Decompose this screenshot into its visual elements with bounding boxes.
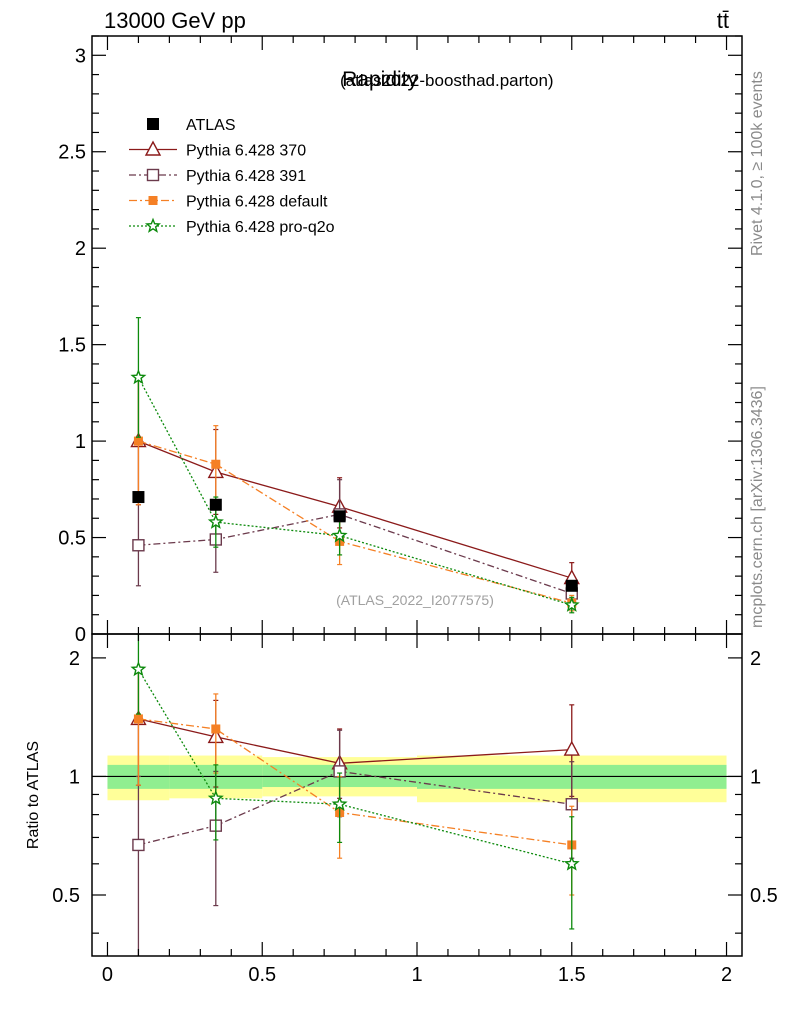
marker-square <box>132 491 145 504</box>
ratio-series-2-point <box>132 838 145 852</box>
ratio-y-label: Ratio to ATLAS <box>25 741 42 849</box>
main-series-2-line <box>138 513 572 595</box>
legend-entry: Pythia 6.428 pro-q2o <box>129 217 335 236</box>
main-series-1-line <box>138 440 572 579</box>
main-series-2-point <box>132 539 145 552</box>
plot-title: Rapidity <box>342 68 418 91</box>
marker-open-square <box>132 838 145 852</box>
legend-entry: ATLAS <box>147 117 236 134</box>
ratio-x-tick-label: 1 <box>411 964 422 986</box>
marker-star <box>144 217 162 233</box>
marker-star <box>563 855 580 871</box>
ratio-y-tick-label: 0.5 <box>52 885 80 907</box>
ratio-y-tick-label: 2 <box>69 648 80 670</box>
legend-marker <box>148 196 158 205</box>
ratio-x-tick-label: 0.5 <box>248 964 276 986</box>
marker-square <box>133 714 143 724</box>
main-y-tick-label: 1.5 <box>58 335 86 357</box>
marker-star <box>331 527 348 543</box>
legend-entry: Pythia 6.428 391 <box>129 168 306 185</box>
mcplots-label: mcplots.cern.ch [arXiv:1306.3436] <box>749 386 766 628</box>
legend-marker <box>144 140 162 156</box>
marker-open-square <box>146 168 160 182</box>
marker-square <box>133 436 143 446</box>
legend-marker <box>146 168 160 182</box>
ratio-series-3-line <box>138 718 572 846</box>
main-series-atlas-point <box>333 510 346 523</box>
main-series-4-point <box>207 513 224 529</box>
marker-star <box>130 369 147 385</box>
main-y-tick-label: 2.5 <box>58 142 86 164</box>
marker-square <box>148 196 158 205</box>
process-label: tt̄ <box>717 8 729 33</box>
analysis-watermark: (ATLAS_2022_I2077575) <box>336 592 494 608</box>
legend-marker <box>147 118 159 130</box>
main-y-tick-label: 0.5 <box>58 528 86 550</box>
ratio-series-4-point <box>207 789 224 806</box>
marker-star <box>130 660 147 677</box>
rivet-label: Rivet 4.1.0, ≥ 100k events <box>749 71 766 256</box>
marker-square <box>211 459 221 469</box>
ratio-x-tick-label: 0 <box>102 964 113 986</box>
energy-label: 13000 GeV pp <box>104 8 246 33</box>
main-series-3-point <box>133 436 143 446</box>
legend-entry: Pythia 6.428 370 <box>129 140 306 160</box>
main-series-4-point <box>563 596 580 612</box>
main-y-tick-label: 1 <box>75 431 86 453</box>
ratio-x-tick-label: 1.5 <box>558 964 586 986</box>
marker-triangle <box>144 140 162 156</box>
marker-square <box>209 498 222 511</box>
ratio-y-tick-label: 1 <box>69 766 80 788</box>
ratio-series-layer <box>130 634 580 956</box>
ratio-series-3-point <box>133 714 143 724</box>
marker-star <box>331 795 348 812</box>
ratio-x-tick-label: 2 <box>721 964 732 986</box>
main-y-tick-label: 3 <box>75 45 86 67</box>
legend-label: Pythia 6.428 391 <box>186 168 306 185</box>
main-series-atlas-point <box>132 491 145 504</box>
ratio-series-3-point <box>211 724 221 734</box>
ratio-y-tick-label-right: 1 <box>750 766 761 788</box>
marker-square <box>147 118 159 130</box>
plot-subtitle: (atlas2022-boosthad.parton) <box>340 71 554 90</box>
main-series-atlas-point <box>565 579 578 592</box>
main-series-4-line <box>137 377 572 606</box>
ratio-series-4-point <box>563 855 580 871</box>
main-series-3-line <box>138 440 572 604</box>
marker-open-square <box>132 539 145 552</box>
ratio-series-1-point <box>563 740 580 756</box>
legend-label: ATLAS <box>186 117 236 134</box>
main-series-3-point <box>211 459 221 469</box>
main-series-4-point <box>331 527 348 543</box>
legend-label: Pythia 6.428 pro-q2o <box>186 219 335 236</box>
legend-marker <box>144 217 162 233</box>
main-y-tick-label: 2 <box>75 238 86 260</box>
ratio-series-4-point <box>130 660 147 677</box>
ratio-plot-area <box>92 755 742 803</box>
ratio-series-4-line <box>137 669 572 865</box>
ratio-series-4-point <box>331 795 348 812</box>
ratio-series-2-line <box>138 770 572 846</box>
legend-label: Pythia 6.428 default <box>186 194 328 211</box>
main-y-tick-label: 0 <box>75 624 86 646</box>
marker-star <box>563 596 580 612</box>
marker-star <box>207 513 224 529</box>
ratio-series-1-line <box>138 718 572 764</box>
marker-square <box>333 510 346 523</box>
legend-label: Pythia 6.428 370 <box>186 143 306 160</box>
main-series-atlas-point <box>209 498 222 511</box>
legend-entry: Pythia 6.428 default <box>129 194 328 211</box>
legend: ATLAS Pythia 6.428 370 Pythia 6.428 391 Pyt… <box>129 117 335 236</box>
ratio-y-tick-label-right: 2 <box>750 648 761 670</box>
marker-triangle <box>563 740 580 756</box>
ratio-y-tick-label-right: 0.5 <box>750 885 778 907</box>
marker-square <box>211 724 221 734</box>
marker-square <box>565 579 578 592</box>
marker-star <box>207 789 224 806</box>
main-series-layer <box>130 317 580 614</box>
axes-layer: 0 0.5 1 1.5 2 2.5 3 0 0.5 1 1.5 2 0.5 0.5 1 1 2 2 <box>52 35 778 986</box>
main-series-4-point <box>130 369 147 385</box>
